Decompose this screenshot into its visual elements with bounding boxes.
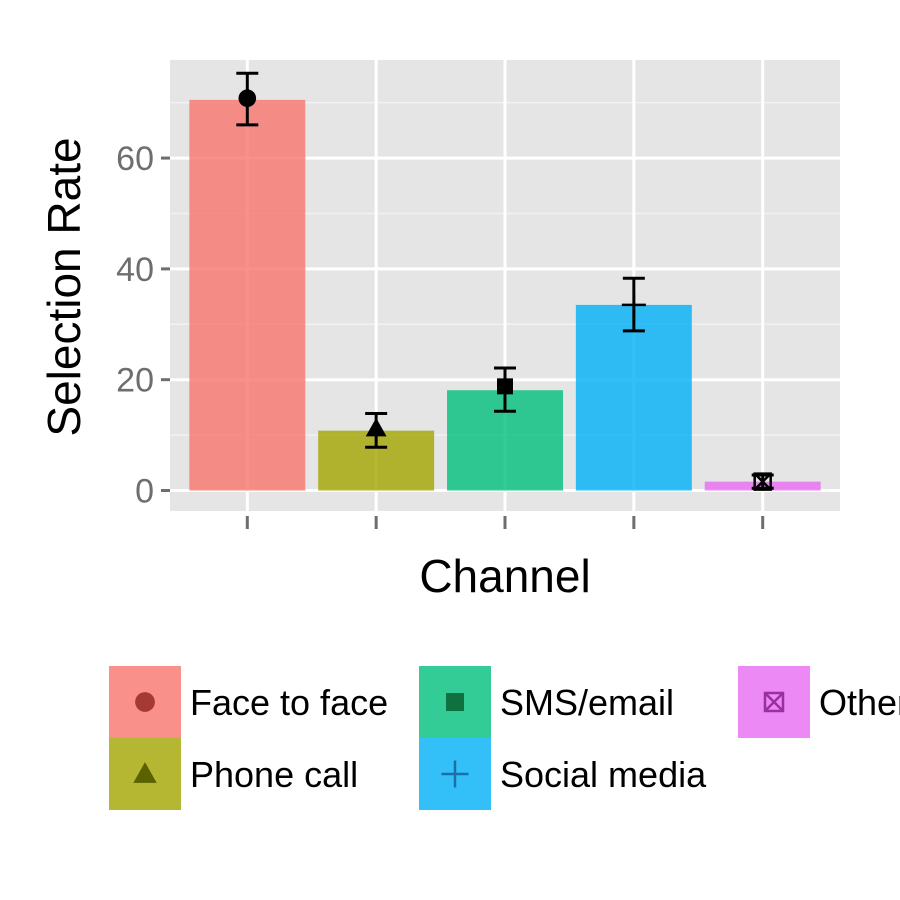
y-axis-title: Selection Rate: [38, 137, 90, 436]
circle-icon: [135, 692, 155, 712]
boxed-x-line: [753, 472, 772, 491]
boxed-x-line: [764, 692, 784, 712]
legend-label: SMS/email: [500, 682, 674, 723]
plus-icon: [621, 292, 646, 317]
legend-item: Face to face: [109, 666, 388, 738]
legend: Face to face Phone call SMS/email Social me…: [109, 666, 900, 810]
y-axis: 0 20 40 60: [116, 140, 170, 511]
legend-label: Face to face: [190, 682, 388, 723]
circle-icon: [238, 89, 257, 108]
legend-item: Phone call: [109, 738, 358, 810]
y-tick-label: 40: [116, 251, 154, 289]
points: [238, 89, 772, 491]
legend-item: Social media: [419, 738, 707, 810]
bar: [189, 99, 306, 491]
y-tick-label: 0: [135, 473, 154, 511]
y-tick-label: 20: [116, 362, 154, 400]
square-icon: [446, 693, 464, 711]
boxed-x-box: [763, 691, 785, 713]
bar: [575, 304, 692, 491]
x-axis: [245, 516, 765, 529]
triangle-icon: [133, 762, 157, 783]
legend-item: SMS/email: [419, 666, 674, 738]
bars: [189, 99, 821, 491]
boxed-x-box: [753, 472, 772, 491]
legend-label: Other: [819, 682, 900, 723]
x-axis-title: Channel: [419, 550, 590, 602]
boxed-x-icon: [763, 691, 785, 713]
y-tick-label: 60: [116, 140, 154, 178]
triangle-icon: [365, 417, 387, 437]
legend-label: Phone call: [190, 754, 358, 795]
plus-icon: [441, 760, 469, 788]
boxed-x-icon: [753, 472, 772, 491]
legend-item: Other: [738, 666, 900, 738]
legend-label: Social media: [500, 754, 707, 795]
square-icon: [497, 378, 513, 395]
